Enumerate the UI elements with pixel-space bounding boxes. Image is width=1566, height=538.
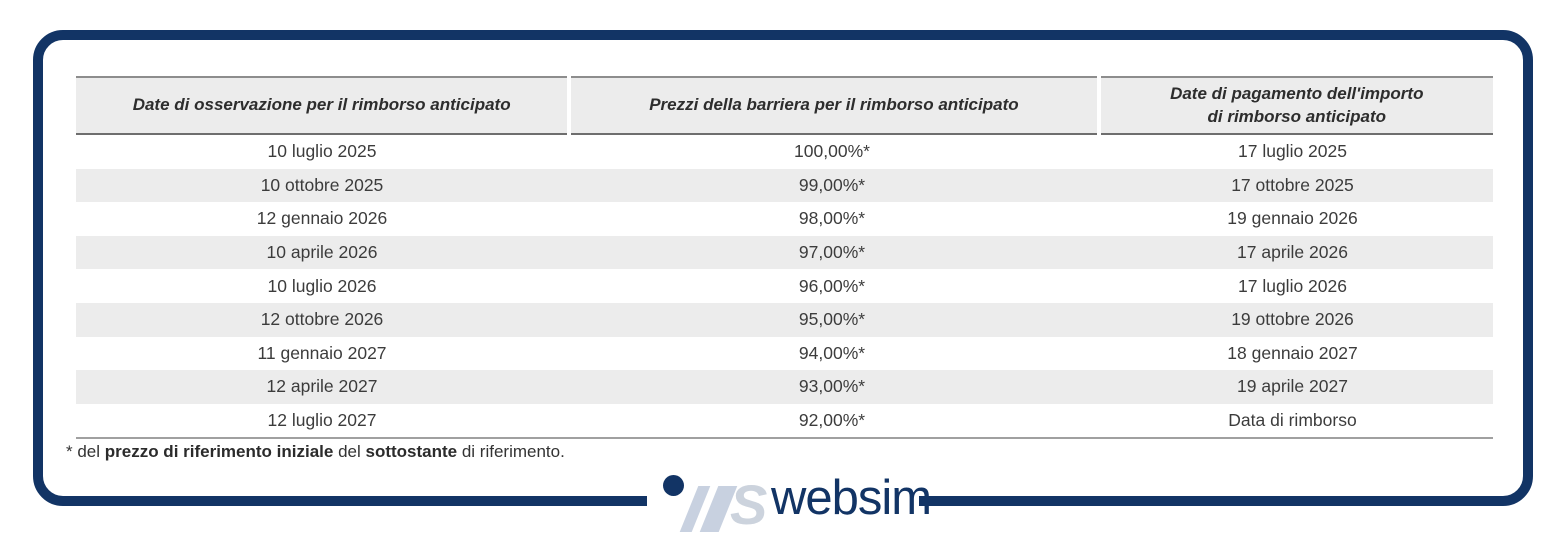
observation-date-cell: 10 luglio 2025 — [267, 141, 377, 162]
table-body: 10 luglio 2025 100,00%* 17 luglio 2025 1… — [76, 135, 1493, 440]
table-row: 12 ottobre 2026 95,00%* 19 ottobre 2026 — [76, 302, 1493, 337]
payment-date-cell: 17 aprile 2026 — [1237, 242, 1348, 263]
barrier-price-cell: 96,00%* — [798, 275, 866, 296]
table-header-row: Date di osservazione per il rimborso ant… — [76, 76, 1493, 135]
barrier-price-cell: 93,00%* — [798, 376, 866, 397]
payment-date-cell: 17 luglio 2025 — [1238, 141, 1347, 162]
footnote-bold-underlying: sottostante — [365, 442, 458, 461]
barrier-price-cell: 99,00%* — [798, 174, 866, 195]
barrier-price-cell: 92,00%* — [798, 410, 866, 431]
payment-date-cell: 17 luglio 2026 — [1238, 275, 1347, 296]
footnote-bold-initial-reference-price: prezzo di riferimento iniziale — [104, 442, 334, 461]
observation-date-cell: 12 aprile 2027 — [266, 376, 378, 397]
table-row: 10 luglio 2025 100,00%* 17 luglio 2025 — [76, 135, 1493, 169]
table-row: 12 gennaio 2026 98,00%* 19 gennaio 2026 — [76, 202, 1493, 236]
observation-date-cell: 10 luglio 2026 — [267, 275, 377, 296]
websim-dot-icon — [663, 475, 684, 496]
websim-logo-text: websim — [771, 471, 932, 525]
column-header-barrier-prices: Prezzi della barriera per il rimborso an… — [571, 76, 1097, 135]
observation-date-cell: 10 aprile 2026 — [266, 242, 378, 263]
websim-s-glyph-icon: S — [730, 473, 768, 536]
barrier-price-cell: 98,00%* — [798, 208, 866, 229]
footnote-text-part: del — [333, 442, 366, 461]
table-row: 10 ottobre 2025 99,00%* 17 ottobre 2025 — [76, 168, 1493, 203]
barrier-price-cell: 95,00%* — [798, 309, 866, 330]
table-row: 11 gennaio 2027 94,00%* 18 gennaio 2027 — [76, 337, 1493, 371]
observation-date-cell: 11 gennaio 2027 — [257, 342, 387, 363]
payment-date-cell: 18 gennaio 2027 — [1227, 342, 1358, 363]
payment-date-cell: 17 ottobre 2025 — [1231, 174, 1354, 195]
footnote: * del prezzo di riferimento iniziale del… — [66, 442, 565, 462]
table-row: 10 luglio 2026 96,00%* 17 luglio 2026 — [76, 269, 1493, 303]
barrier-price-cell: 97,00%* — [798, 242, 866, 263]
early-redemption-table: Date di osservazione per il rimborso ant… — [76, 76, 1493, 440]
payment-date-cell: 19 gennaio 2026 — [1227, 208, 1358, 229]
observation-date-cell: 12 gennaio 2026 — [256, 208, 388, 229]
footnote-text-part: * del — [66, 442, 105, 461]
footnote-text-part: di riferimento. — [457, 442, 565, 461]
observation-date-cell: 12 ottobre 2026 — [260, 309, 384, 330]
observation-date-cell: 10 ottobre 2025 — [260, 174, 384, 195]
barrier-price-cell: 94,00%* — [798, 342, 866, 363]
column-header-payment-dates: Date di pagamento dell'importo di rimbor… — [1100, 76, 1493, 135]
payment-date-cell: Data di rimborso — [1228, 410, 1357, 431]
payment-date-cell: 19 aprile 2027 — [1237, 376, 1348, 397]
table-row: 12 luglio 2027 92,00%* Data di rimborso — [76, 404, 1493, 438]
observation-date-cell: 12 luglio 2027 — [267, 410, 377, 431]
column-header-observation-dates: Date di osservazione per il rimborso ant… — [76, 76, 568, 135]
websim-logo: S websim — [647, 462, 932, 538]
table-row: 10 aprile 2026 97,00%* 17 aprile 2026 — [76, 235, 1493, 270]
table-row: 12 aprile 2027 93,00%* 19 aprile 2027 — [76, 370, 1493, 404]
payment-date-cell: 19 ottobre 2026 — [1231, 309, 1354, 330]
barrier-price-cell: 100,00%* — [794, 141, 870, 162]
